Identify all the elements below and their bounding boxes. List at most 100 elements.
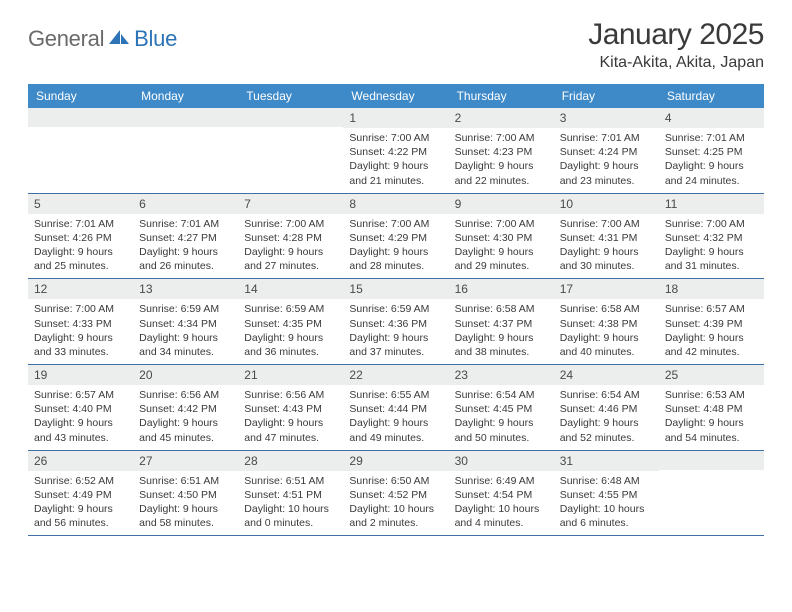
day-details: Sunrise: 6:51 AMSunset: 4:51 PMDaylight:… [238, 471, 343, 536]
day-details: Sunrise: 6:52 AMSunset: 4:49 PMDaylight:… [28, 471, 133, 536]
day-number [238, 108, 343, 127]
week-row: 19Sunrise: 6:57 AMSunset: 4:40 PMDayligh… [28, 365, 764, 451]
day-cell [238, 108, 343, 193]
day-cell: 9Sunrise: 7:00 AMSunset: 4:30 PMDaylight… [449, 194, 554, 279]
day-details: Sunrise: 6:51 AMSunset: 4:50 PMDaylight:… [133, 471, 238, 536]
day-cell: 2Sunrise: 7:00 AMSunset: 4:23 PMDaylight… [449, 108, 554, 193]
day-number: 29 [343, 451, 448, 471]
logo: General Blue [28, 18, 177, 52]
week-row: 26Sunrise: 6:52 AMSunset: 4:49 PMDayligh… [28, 451, 764, 537]
day-details: Sunrise: 6:49 AMSunset: 4:54 PMDaylight:… [449, 471, 554, 536]
day-cell: 8Sunrise: 7:00 AMSunset: 4:29 PMDaylight… [343, 194, 448, 279]
day-number: 19 [28, 365, 133, 385]
day-cell: 10Sunrise: 7:00 AMSunset: 4:31 PMDayligh… [554, 194, 659, 279]
day-details: Sunrise: 6:54 AMSunset: 4:45 PMDaylight:… [449, 385, 554, 450]
day-details: Sunrise: 7:00 AMSunset: 4:28 PMDaylight:… [238, 214, 343, 279]
day-cell: 26Sunrise: 6:52 AMSunset: 4:49 PMDayligh… [28, 451, 133, 536]
weekday-header: SundayMondayTuesdayWednesdayThursdayFrid… [28, 84, 764, 108]
calendar: SundayMondayTuesdayWednesdayThursdayFrid… [28, 84, 764, 536]
weekday-wednesday: Wednesday [343, 84, 448, 108]
day-details: Sunrise: 6:59 AMSunset: 4:36 PMDaylight:… [343, 299, 448, 364]
day-number: 28 [238, 451, 343, 471]
week-row: 12Sunrise: 7:00 AMSunset: 4:33 PMDayligh… [28, 279, 764, 365]
day-cell [28, 108, 133, 193]
day-details: Sunrise: 7:01 AMSunset: 4:25 PMDaylight:… [659, 128, 764, 193]
day-cell: 1Sunrise: 7:00 AMSunset: 4:22 PMDaylight… [343, 108, 448, 193]
day-number: 6 [133, 194, 238, 214]
day-cell: 5Sunrise: 7:01 AMSunset: 4:26 PMDaylight… [28, 194, 133, 279]
day-details: Sunrise: 6:54 AMSunset: 4:46 PMDaylight:… [554, 385, 659, 450]
day-number [28, 108, 133, 127]
day-number: 16 [449, 279, 554, 299]
day-number: 2 [449, 108, 554, 128]
day-number: 17 [554, 279, 659, 299]
day-details: Sunrise: 6:58 AMSunset: 4:37 PMDaylight:… [449, 299, 554, 364]
day-number: 18 [659, 279, 764, 299]
day-cell: 6Sunrise: 7:01 AMSunset: 4:27 PMDaylight… [133, 194, 238, 279]
day-number: 25 [659, 365, 764, 385]
day-details: Sunrise: 6:59 AMSunset: 4:35 PMDaylight:… [238, 299, 343, 364]
day-number: 10 [554, 194, 659, 214]
day-cell: 25Sunrise: 6:53 AMSunset: 4:48 PMDayligh… [659, 365, 764, 450]
day-cell: 19Sunrise: 6:57 AMSunset: 4:40 PMDayligh… [28, 365, 133, 450]
day-number [133, 108, 238, 127]
logo-text-2: Blue [134, 26, 177, 52]
weekday-tuesday: Tuesday [238, 84, 343, 108]
location: Kita-Akita, Akita, Japan [588, 54, 764, 72]
day-number: 9 [449, 194, 554, 214]
day-cell: 27Sunrise: 6:51 AMSunset: 4:50 PMDayligh… [133, 451, 238, 536]
calendar-page: General Blue January 2025 Kita-Akita, Ak… [0, 0, 792, 556]
day-number: 14 [238, 279, 343, 299]
day-number: 11 [659, 194, 764, 214]
week-row: 1Sunrise: 7:00 AMSunset: 4:22 PMDaylight… [28, 108, 764, 194]
header: General Blue January 2025 Kita-Akita, Ak… [28, 18, 764, 72]
day-cell: 17Sunrise: 6:58 AMSunset: 4:38 PMDayligh… [554, 279, 659, 364]
day-cell: 15Sunrise: 6:59 AMSunset: 4:36 PMDayligh… [343, 279, 448, 364]
day-number: 20 [133, 365, 238, 385]
day-cell: 3Sunrise: 7:01 AMSunset: 4:24 PMDaylight… [554, 108, 659, 193]
day-details: Sunrise: 7:00 AMSunset: 4:32 PMDaylight:… [659, 214, 764, 279]
title-block: January 2025 Kita-Akita, Akita, Japan [588, 18, 764, 72]
weekday-saturday: Saturday [659, 84, 764, 108]
day-number: 1 [343, 108, 448, 128]
weekday-friday: Friday [554, 84, 659, 108]
day-details: Sunrise: 7:00 AMSunset: 4:29 PMDaylight:… [343, 214, 448, 279]
day-number: 15 [343, 279, 448, 299]
day-details: Sunrise: 7:00 AMSunset: 4:33 PMDaylight:… [28, 299, 133, 364]
day-details: Sunrise: 6:55 AMSunset: 4:44 PMDaylight:… [343, 385, 448, 450]
day-cell [133, 108, 238, 193]
day-details: Sunrise: 6:56 AMSunset: 4:43 PMDaylight:… [238, 385, 343, 450]
day-cell: 16Sunrise: 6:58 AMSunset: 4:37 PMDayligh… [449, 279, 554, 364]
logo-text-1: General [28, 26, 104, 52]
day-details: Sunrise: 6:57 AMSunset: 4:39 PMDaylight:… [659, 299, 764, 364]
day-cell: 29Sunrise: 6:50 AMSunset: 4:52 PMDayligh… [343, 451, 448, 536]
month-title: January 2025 [588, 18, 764, 52]
day-cell: 31Sunrise: 6:48 AMSunset: 4:55 PMDayligh… [554, 451, 659, 536]
day-cell [659, 451, 764, 536]
day-number: 7 [238, 194, 343, 214]
day-cell: 4Sunrise: 7:01 AMSunset: 4:25 PMDaylight… [659, 108, 764, 193]
weekday-sunday: Sunday [28, 84, 133, 108]
weekday-thursday: Thursday [449, 84, 554, 108]
day-number: 24 [554, 365, 659, 385]
day-details: Sunrise: 7:01 AMSunset: 4:27 PMDaylight:… [133, 214, 238, 279]
weeks-container: 1Sunrise: 7:00 AMSunset: 4:22 PMDaylight… [28, 108, 764, 536]
day-details: Sunrise: 6:50 AMSunset: 4:52 PMDaylight:… [343, 471, 448, 536]
logo-sail-icon [108, 28, 130, 46]
day-cell: 20Sunrise: 6:56 AMSunset: 4:42 PMDayligh… [133, 365, 238, 450]
day-details: Sunrise: 7:00 AMSunset: 4:30 PMDaylight:… [449, 214, 554, 279]
day-details: Sunrise: 7:01 AMSunset: 4:24 PMDaylight:… [554, 128, 659, 193]
week-row: 5Sunrise: 7:01 AMSunset: 4:26 PMDaylight… [28, 194, 764, 280]
day-details: Sunrise: 6:58 AMSunset: 4:38 PMDaylight:… [554, 299, 659, 364]
day-details: Sunrise: 7:01 AMSunset: 4:26 PMDaylight:… [28, 214, 133, 279]
day-details: Sunrise: 6:56 AMSunset: 4:42 PMDaylight:… [133, 385, 238, 450]
day-number: 30 [449, 451, 554, 471]
day-details: Sunrise: 6:48 AMSunset: 4:55 PMDaylight:… [554, 471, 659, 536]
day-details: Sunrise: 7:00 AMSunset: 4:31 PMDaylight:… [554, 214, 659, 279]
day-number: 5 [28, 194, 133, 214]
day-cell: 11Sunrise: 7:00 AMSunset: 4:32 PMDayligh… [659, 194, 764, 279]
day-number: 12 [28, 279, 133, 299]
day-number: 4 [659, 108, 764, 128]
day-number: 22 [343, 365, 448, 385]
day-details: Sunrise: 7:00 AMSunset: 4:22 PMDaylight:… [343, 128, 448, 193]
